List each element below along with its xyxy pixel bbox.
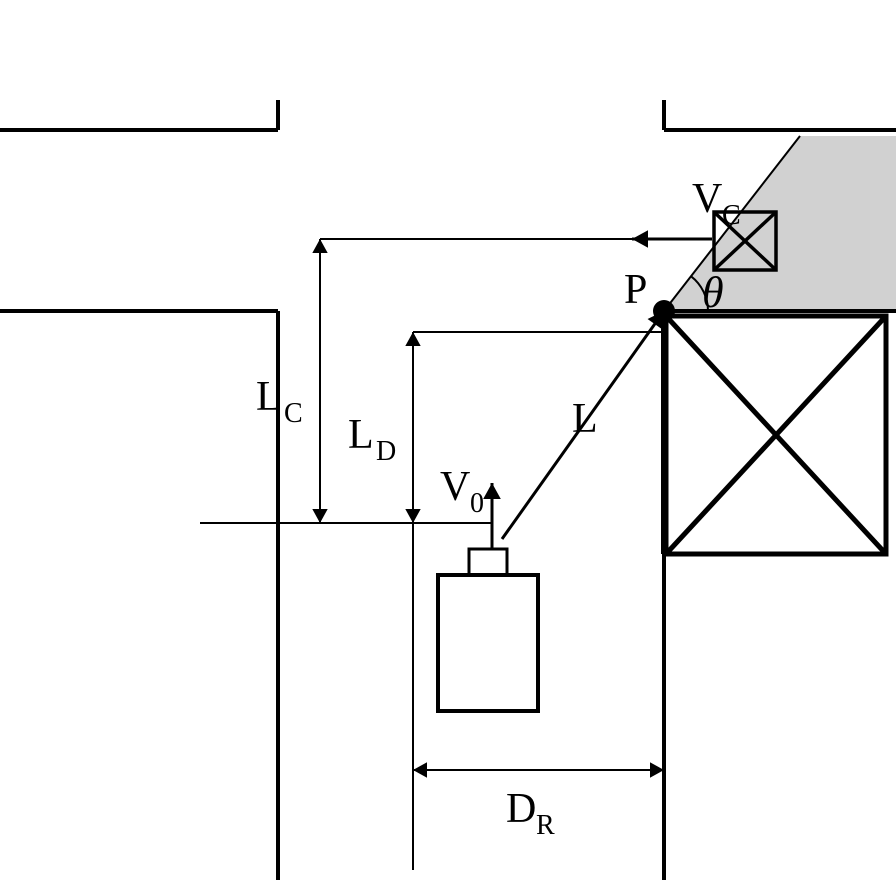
svg-text:θ: θ	[702, 268, 724, 317]
svg-text:D: D	[506, 786, 536, 832]
svg-text:V: V	[440, 464, 470, 510]
svg-text:L: L	[256, 374, 282, 420]
label-l: L	[572, 396, 598, 442]
ego-vehicle	[438, 549, 538, 711]
svg-text:L: L	[572, 396, 598, 442]
label-p: P	[624, 267, 647, 313]
label-theta: θ	[702, 268, 724, 317]
svg-text:P: P	[624, 267, 647, 313]
point-p	[653, 300, 675, 322]
svg-text:0: 0	[470, 488, 484, 519]
svg-text:C: C	[284, 398, 303, 429]
svg-text:R: R	[536, 810, 555, 841]
svg-text:D: D	[376, 436, 396, 467]
svg-text:C: C	[722, 200, 741, 231]
intersection-diagram: VCPθLCLDLV0DR	[0, 0, 896, 880]
svg-text:V: V	[692, 176, 722, 222]
svg-text:L: L	[348, 412, 374, 458]
